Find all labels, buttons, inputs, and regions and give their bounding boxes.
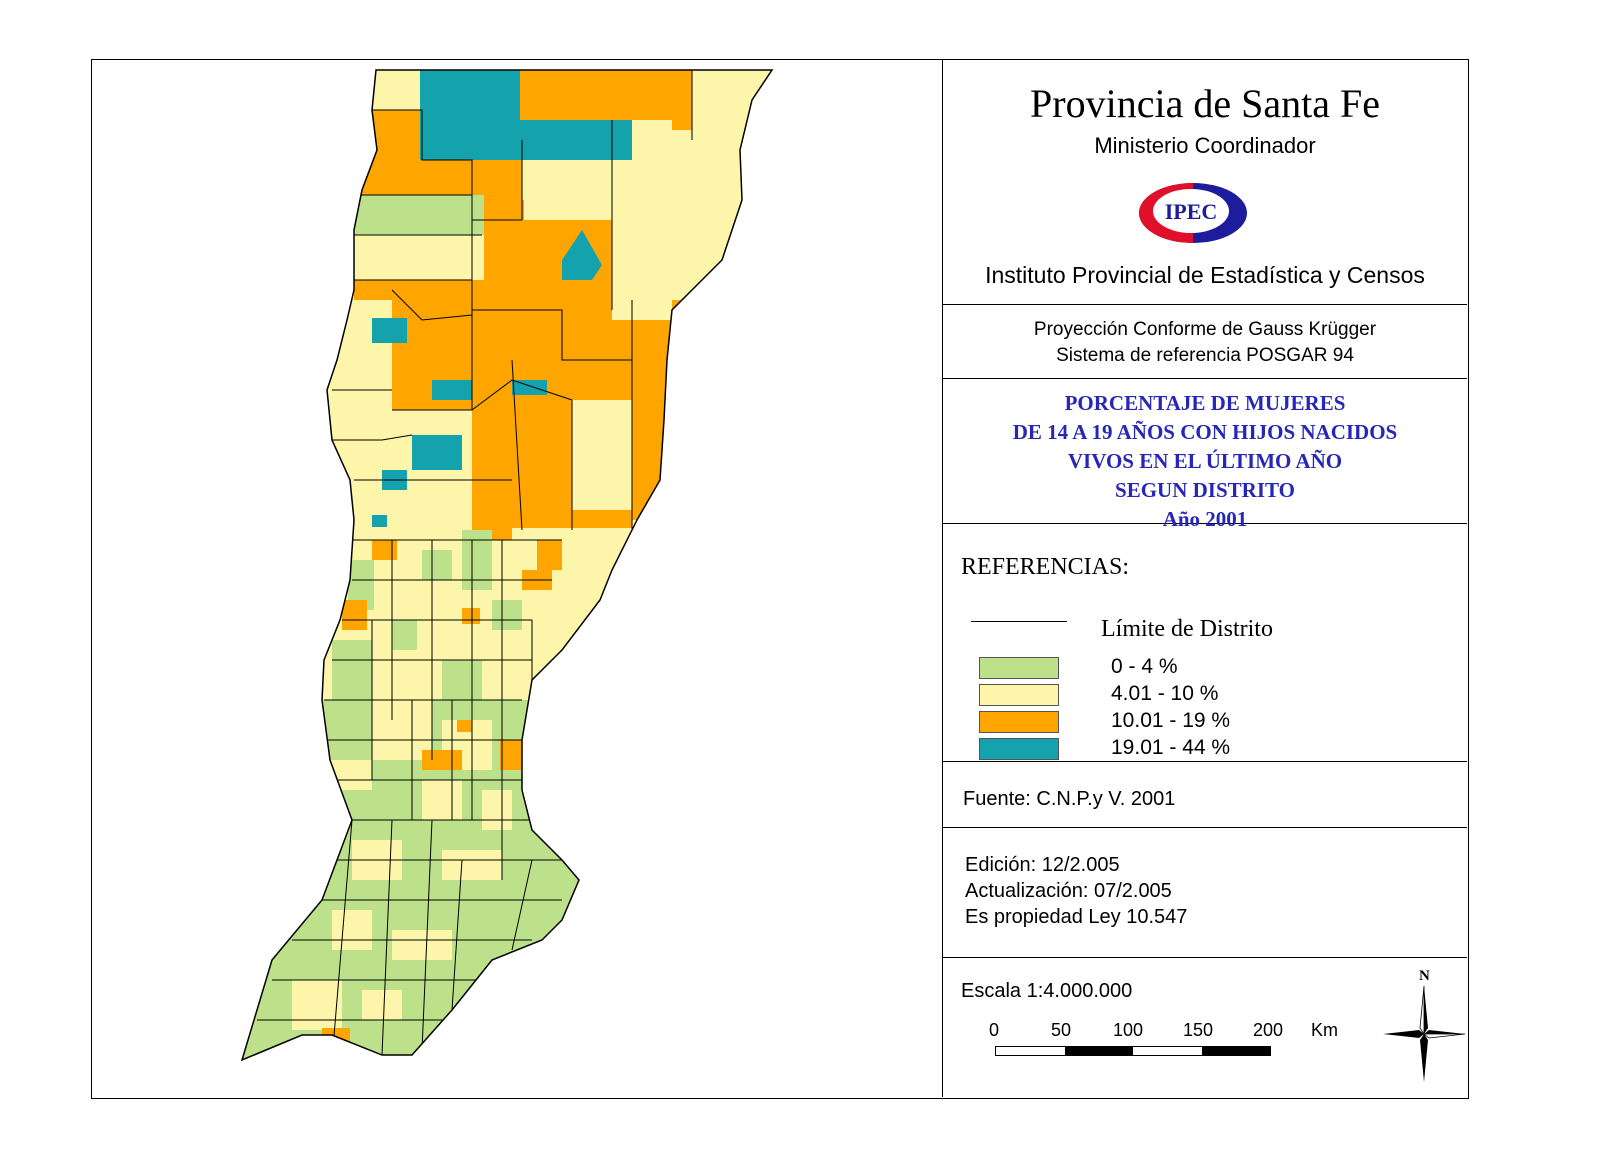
legend-label-10-19: 10.01 - 19 % [1111,709,1231,732]
theme-year: Año 2001 [1162,507,1248,531]
scale-label: Escala 1:4.000.000 [961,980,1133,1002]
legend-swatch-10-19 [979,711,1059,733]
scale-tick-0: 0 [989,1020,1000,1040]
province-outline [240,69,774,1062]
ministry-label: Ministerio Coordinador [1094,133,1316,158]
legend-swatch-19-44 [979,738,1059,760]
north-label: N [1419,968,1430,984]
scale-unit: Km [1311,1020,1338,1040]
map-theme-section: PORCENTAJE DE MUJERES DE 14 A 19 AÑOS CO… [943,379,1467,531]
page-title: Provincia de Santa Fe [1030,81,1380,126]
legend-label-4-10: 4.01 - 10 % [1111,682,1219,705]
legend-label-0-4: 0 - 4 % [1111,655,1178,678]
legend-label-19-44: 19.01 - 44 % [1111,736,1231,759]
legend-swatch-4-10 [979,684,1059,706]
header-section: Provincia de Santa Fe Ministerio Coordin… [943,60,1467,305]
reference-system-line: Sistema de referencia POSGAR 94 [1056,345,1354,366]
institute-name: Instituto Provincial de Estadística y Ce… [985,262,1425,288]
scale-section: Escala 1:4.000.000 0 50 100 150 200 Km N [943,958,1467,1097]
district-polygons [242,70,772,1060]
boundary-label: Límite de Distrito [1101,616,1273,642]
compass-rose-icon [1383,985,1466,1082]
theme-line-1: PORCENTAJE DE MUJERES [1064,391,1346,415]
province-map-svg [240,69,774,1062]
scale-tick-100: 100 [1113,1020,1144,1040]
scale-tick-150: 150 [1183,1020,1214,1040]
legend-section: REFERENCIAS: Límite de Distrito 0 - 4 % … [943,524,1467,762]
north-arrow: N [1381,968,1471,1082]
edition-section: Edición: 12/2.005 Actualización: 07/2.00… [943,828,1467,958]
edition-info: Edición: 12/2.005 Actualización: 07/2.00… [965,852,1187,930]
source-section: Fuente: C.N.P.y V. 2001 [943,762,1467,828]
info-panel: Provincia de Santa Fe Ministerio Coordin… [942,60,1467,1097]
scale-tick-50: 50 [1051,1020,1072,1040]
legend-heading: REFERENCIAS: [961,554,1130,580]
choropleth-map [92,60,942,1097]
projection-line: Proyección Conforme de Gauss Krügger [1033,319,1377,340]
copyright-law: Es propiedad Ley 10.547 [965,906,1188,928]
source-text: Fuente: C.N.P.y V. 2001 [963,788,1176,810]
theme-line-4: SEGUN DISTRITO [1115,478,1295,502]
ipec-logo: IPEC [1138,182,1248,244]
theme-line-2: DE 14 A 19 AÑOS CON HIJOS NACIDOS [1012,420,1398,444]
projection-section: Proyección Conforme de Gauss Krügger Sis… [943,305,1467,379]
scale-tick-200: 200 [1253,1020,1284,1040]
theme-line-3: VIVOS EN EL ÚLTIMO AÑO [1067,449,1343,473]
update-date: Actualización: 07/2.005 [965,880,1172,902]
edition-date: Edición: 12/2.005 [965,854,1120,876]
scale-bar [995,1046,1271,1056]
boundary-line-symbol [971,621,1067,622]
map-frame: Provincia de Santa Fe Ministerio Coordin… [91,59,1469,1099]
legend-swatch-0-4 [979,657,1059,679]
logo-text: IPEC [1165,199,1218,224]
